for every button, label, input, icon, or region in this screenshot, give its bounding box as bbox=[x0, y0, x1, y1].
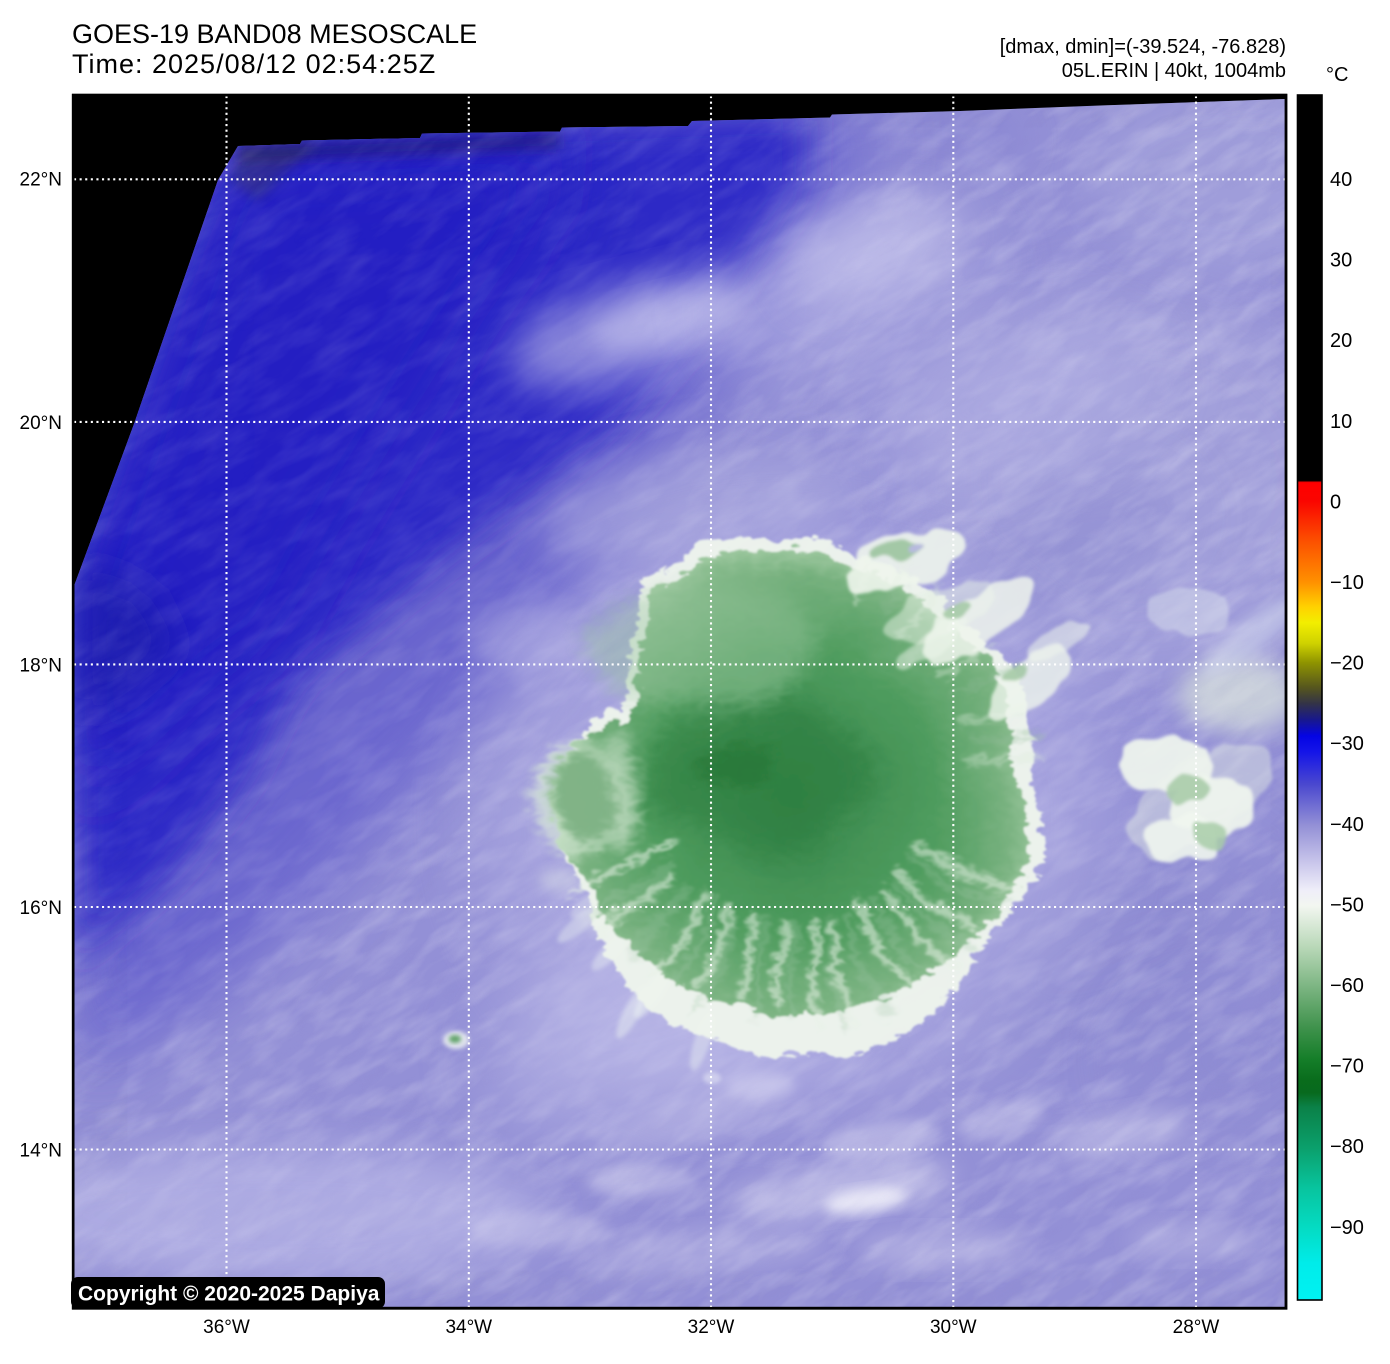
svg-text:20: 20 bbox=[1330, 330, 1352, 352]
svg-text:−70: −70 bbox=[1330, 1056, 1364, 1078]
svg-text:30: 30 bbox=[1330, 250, 1352, 272]
svg-text:−50: −50 bbox=[1330, 894, 1364, 916]
svg-text:0: 0 bbox=[1330, 491, 1341, 513]
svg-text:−60: −60 bbox=[1330, 975, 1364, 997]
svg-text:32°W: 32°W bbox=[688, 1317, 735, 1338]
svg-text:16°N: 16°N bbox=[20, 898, 62, 919]
svg-text:−90: −90 bbox=[1330, 1217, 1364, 1239]
svg-text:40: 40 bbox=[1330, 169, 1352, 191]
svg-text:30°W: 30°W bbox=[930, 1317, 977, 1338]
svg-text:28°W: 28°W bbox=[1173, 1317, 1220, 1338]
svg-text:−30: −30 bbox=[1330, 733, 1364, 755]
svg-text:34°W: 34°W bbox=[445, 1317, 492, 1338]
svg-text:05L.ERIN | 40kt, 1004mb: 05L.ERIN | 40kt, 1004mb bbox=[1062, 60, 1286, 82]
svg-text:20°N: 20°N bbox=[20, 413, 62, 434]
svg-text:Time: 2025/08/12 02:54:25Z: Time: 2025/08/12 02:54:25Z bbox=[72, 49, 436, 79]
svg-text:22°N: 22°N bbox=[20, 170, 62, 191]
svg-text:[dmax, dmin]=(-39.524, -76.828: [dmax, dmin]=(-39.524, -76.828) bbox=[1000, 36, 1286, 58]
svg-text:14°N: 14°N bbox=[20, 1141, 62, 1162]
svg-text:−10: −10 bbox=[1330, 572, 1364, 594]
svg-text:10: 10 bbox=[1330, 411, 1352, 433]
svg-text:18°N: 18°N bbox=[20, 655, 62, 676]
svg-text:GOES-19 BAND08 MESOSCALE: GOES-19 BAND08 MESOSCALE bbox=[72, 19, 477, 49]
svg-text:−40: −40 bbox=[1330, 814, 1364, 836]
svg-text:36°W: 36°W bbox=[203, 1317, 250, 1338]
svg-text:°C: °C bbox=[1326, 64, 1348, 86]
svg-text:−20: −20 bbox=[1330, 653, 1364, 675]
svg-text:−80: −80 bbox=[1330, 1136, 1364, 1158]
svg-text:Copyright © 2020-2025 Dapiya: Copyright © 2020-2025 Dapiya bbox=[78, 1283, 380, 1306]
